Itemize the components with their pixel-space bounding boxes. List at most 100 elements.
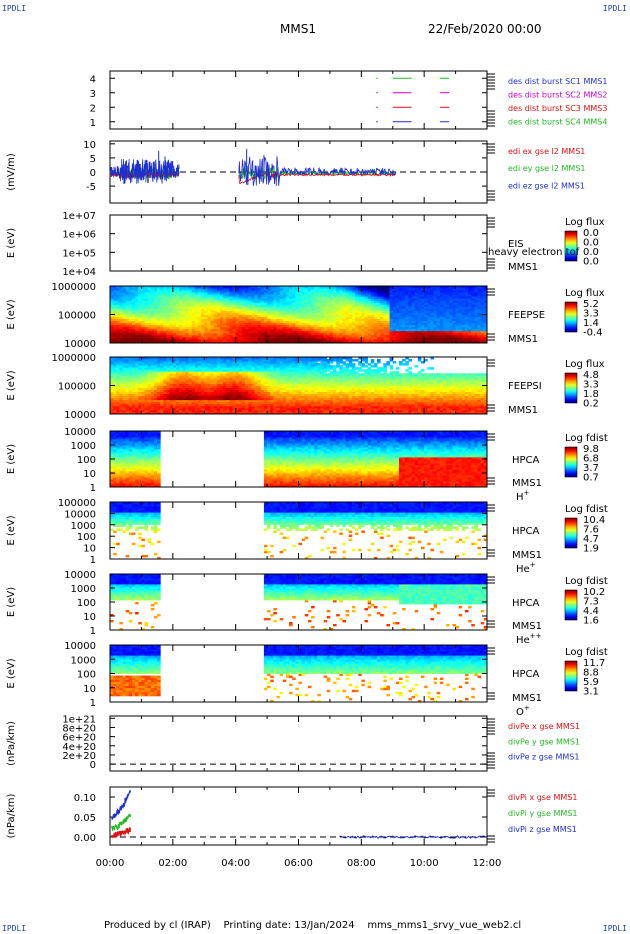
spectrogram-cell [166, 411, 171, 415]
spectrogram-cell [179, 326, 183, 330]
spectrogram-cell [229, 326, 233, 330]
spectrogram-cell [273, 312, 277, 315]
spectrogram-cell [241, 409, 246, 413]
spectrogram-cell [339, 302, 343, 305]
spectrogram-cell [194, 407, 199, 411]
spectrogram-cell [166, 292, 171, 295]
spectrogram-cell [342, 308, 347, 311]
spectrogram-cell [248, 306, 252, 309]
spectrogram-cell [128, 300, 133, 303]
spectrogram-cell [125, 377, 130, 380]
spectrogram-cell [304, 336, 309, 340]
spectrogram-cell [232, 330, 237, 334]
spectrogram-cell [147, 338, 152, 342]
spectrogram-cell [248, 336, 252, 340]
spectrogram-cell [241, 383, 246, 386]
spectrogram-cell [175, 373, 180, 376]
spectrogram-cell [241, 401, 246, 405]
spectrogram-cell [414, 290, 419, 293]
spectrogram-cell [232, 365, 237, 368]
spectrogram-cell [402, 306, 406, 309]
spectrogram-cell [116, 302, 120, 305]
spectrogram-cell [150, 288, 155, 291]
spectrogram-cell [166, 324, 171, 328]
spectrogram-cell [169, 397, 174, 401]
spectrogram-cell [248, 389, 252, 393]
spectrogram-cell [185, 298, 189, 301]
spectrogram-cell [223, 379, 227, 382]
spectrogram-cell [131, 306, 136, 309]
spectrogram-cell [483, 334, 488, 338]
spectrogram-cell [320, 302, 325, 305]
spectrogram-cell [342, 300, 347, 303]
spectrogram-cell [263, 324, 268, 328]
spectrogram-cell [289, 308, 293, 311]
spectrogram-cell [245, 403, 249, 407]
spectrogram-cell [267, 296, 271, 299]
spectrogram-cell [326, 332, 331, 336]
spectrogram-cell [128, 387, 133, 390]
spectrogram-cell [373, 334, 378, 338]
spectrogram-cell [207, 379, 211, 382]
spectrogram-cell [292, 306, 296, 309]
spectrogram-cell [241, 334, 246, 338]
spectrogram-cell [235, 361, 240, 364]
spectrogram-cell [364, 298, 369, 301]
spectrogram-cell [226, 332, 230, 336]
spectrogram-cell [449, 332, 453, 336]
spectrogram-cell [480, 316, 485, 319]
spectrogram-cell [229, 336, 233, 340]
spectrogram-cell [383, 340, 387, 344]
spectrogram-cell [157, 381, 161, 384]
spectrogram-cell [329, 304, 334, 307]
spectrogram-cell [138, 286, 142, 289]
spectrogram-cell [223, 338, 227, 342]
spectrogram-cell [204, 322, 208, 326]
spectrogram-cell [223, 365, 227, 368]
spectrogram-cell [166, 379, 171, 382]
spectrogram-cell [169, 369, 174, 372]
spectrogram-cell [267, 304, 271, 307]
spectrogram-cell [232, 328, 237, 332]
spectrogram-cell [439, 330, 444, 334]
spectrogram-cell [380, 328, 384, 332]
spectrogram-cell [207, 336, 211, 340]
spectrogram-cell [361, 330, 365, 334]
spectrogram-cell [392, 334, 397, 338]
spectrogram-cell [232, 296, 237, 299]
spectrogram-cell [194, 302, 199, 305]
spectrogram-cell [285, 314, 290, 317]
spectrogram-cell [147, 401, 152, 405]
spectrogram-cell [301, 312, 306, 315]
spectrogram-cell [188, 336, 193, 340]
spectrogram-cell [229, 298, 233, 301]
spectrogram-cell [251, 373, 255, 376]
spectrogram-cell [125, 393, 130, 397]
spectrogram-cell [229, 393, 233, 397]
spectrogram-cell [163, 306, 167, 309]
spectrogram-cell [446, 336, 450, 340]
spectrogram-cell [439, 336, 444, 340]
spectrogram-cell [163, 379, 167, 382]
spectrogram-cell [141, 383, 145, 386]
spectrogram-cell [260, 312, 265, 315]
spectrogram-cell [399, 298, 403, 301]
spectrogram-cell [455, 324, 460, 328]
spectrogram-cell [197, 377, 202, 380]
spectrogram-cell [395, 304, 400, 307]
spectrogram-cell [336, 312, 340, 315]
spectrogram-cell [194, 292, 199, 295]
spectrogram-cell [113, 308, 117, 311]
spectrogram-cell [380, 340, 384, 344]
spectrogram-cell [276, 286, 281, 289]
spectrogram-cell [110, 383, 114, 386]
spectrogram-cell [157, 399, 161, 403]
spectrogram-cell [355, 328, 359, 332]
spectrogram-cell [207, 318, 211, 322]
spectrogram-cell [138, 296, 142, 299]
spectrogram-cell [147, 330, 152, 334]
spectrogram-cell [251, 405, 255, 409]
spectrogram-cell [285, 334, 290, 338]
spectrogram-cell [383, 328, 387, 332]
spectrogram-cell [179, 363, 183, 366]
